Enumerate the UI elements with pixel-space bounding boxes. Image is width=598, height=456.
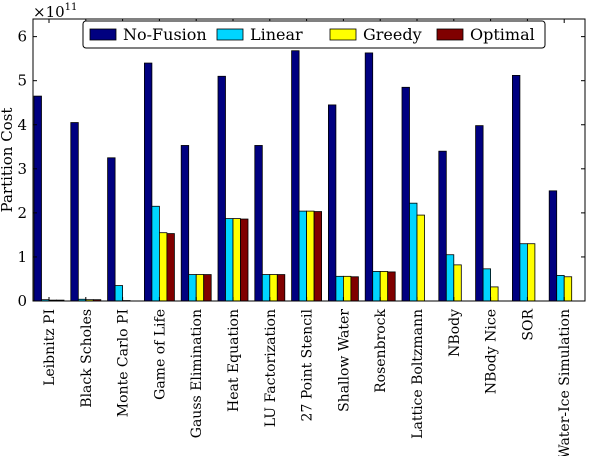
legend-label-no-fusion: No-Fusion (123, 25, 207, 44)
bar-linear-2 (114, 285, 123, 302)
bar-greedy-13 (527, 243, 536, 302)
bar-greedy-14 (563, 276, 573, 302)
y-axis-label: Partition Cost (0, 108, 16, 213)
plot-frame (32, 18, 586, 302)
legend-swatch-no-fusion (89, 28, 117, 41)
bar-linear-13 (519, 243, 528, 302)
y-tick-label: 0 (17, 292, 27, 310)
legend-swatch-linear (216, 28, 244, 41)
y-scale-multiplier: ×1011 (33, 2, 77, 21)
bar-no-fusion-13 (512, 75, 521, 302)
x-tick-label: Shallow Water (336, 309, 352, 412)
legend-swatch-optimal (436, 28, 464, 41)
bar-greedy-11 (453, 264, 462, 302)
bar-greedy-9 (379, 271, 389, 302)
bar-no-fusion-5 (217, 75, 226, 302)
bars-layer (33, 50, 573, 302)
y-tick-label: 5 (17, 72, 27, 90)
x-tick-label: SOR (520, 309, 536, 341)
bar-linear-12 (482, 268, 492, 302)
bar-optimal-4 (203, 274, 212, 302)
x-axis: Leibnitz PI Black Scholes Monte Carlo PI Ga… (42, 19, 573, 456)
x-tick-label: Game of Life (152, 309, 168, 400)
bar-no-fusion-9 (364, 52, 374, 302)
legend-box (82, 20, 546, 49)
bar-linear-8 (335, 275, 344, 302)
y-scale-power: 11 (65, 2, 78, 13)
bar-greedy-7 (306, 210, 315, 302)
bar-optimal-5 (240, 218, 249, 302)
x-tick-label: Water-Ice Simulation (557, 309, 573, 456)
bar-linear-10 (409, 202, 418, 302)
bar-no-fusion-14 (548, 190, 558, 302)
bar-linear-4 (188, 274, 197, 302)
bar-no-fusion-4 (180, 145, 190, 302)
bar-no-fusion-3 (143, 62, 153, 302)
bar-no-fusion-7 (291, 50, 300, 302)
x-tick-label: NBody (447, 309, 463, 357)
x-tick-label: 27 Point Stencil (300, 308, 316, 421)
y-axis: 0 1 2 3 4 5 6 (17, 28, 585, 310)
bar-linear-14 (556, 275, 565, 302)
y-tick-label: 3 (17, 160, 27, 178)
bar-no-fusion-1 (70, 122, 79, 302)
x-tick-label: Rosenbrock (373, 308, 389, 392)
legend-label-greedy: Greedy (363, 25, 422, 44)
bar-no-fusion-10 (401, 86, 410, 302)
legend: No-Fusion Linear Greedy Optimal (82, 20, 546, 49)
bar-no-fusion-8 (327, 104, 337, 302)
legend-label-optimal: Optimal (470, 25, 535, 44)
bar-linear-9 (372, 271, 381, 302)
x-tick-label: Leibnitz PI (42, 309, 58, 386)
y-tick-label: 1 (17, 248, 27, 266)
bar-optimal-8 (350, 276, 359, 302)
bar-no-fusion-11 (438, 150, 447, 302)
y-tick-label: 6 (17, 28, 27, 46)
bar-optimal-6 (276, 274, 286, 302)
bar-greedy-6 (269, 274, 278, 302)
x-tick-label: Monte Carlo PI (116, 309, 132, 417)
bar-greedy-4 (195, 274, 205, 302)
bar-no-fusion-12 (475, 125, 484, 302)
bar-linear-5 (225, 218, 234, 302)
x-tick-label: NBody Nice (484, 309, 500, 394)
legend-label-linear: Linear (250, 25, 303, 44)
y-tick-label: 4 (17, 116, 27, 134)
x-tick-label: Lattice Boltzmann (410, 309, 426, 439)
bar-greedy-3 (158, 232, 168, 302)
bar-no-fusion-6 (254, 145, 263, 302)
y-scale-base: ×10 (33, 3, 65, 21)
y-tick-label: 2 (17, 204, 27, 222)
x-tick-label: LU Factorization (263, 309, 279, 427)
bar-no-fusion-2 (107, 157, 116, 302)
legend-swatch-greedy (329, 28, 357, 41)
x-tick-label: Black Scholes (79, 309, 95, 408)
bar-no-fusion-0 (33, 95, 42, 302)
bar-optimal-3 (166, 233, 175, 302)
bar-greedy-10 (416, 214, 425, 302)
bar-linear-3 (151, 205, 160, 302)
x-tick-label: Heat Equation (226, 309, 242, 412)
bar-optimal-9 (387, 271, 396, 302)
bar-greedy-8 (342, 275, 352, 302)
x-tick-label: Gauss Elimination (189, 309, 205, 438)
bar-optimal-7 (313, 211, 323, 302)
bar-greedy-12 (490, 286, 499, 302)
bar-linear-6 (261, 274, 271, 302)
bar-greedy-5 (232, 218, 241, 302)
bar-linear-11 (445, 254, 455, 302)
bar-linear-7 (298, 210, 308, 302)
